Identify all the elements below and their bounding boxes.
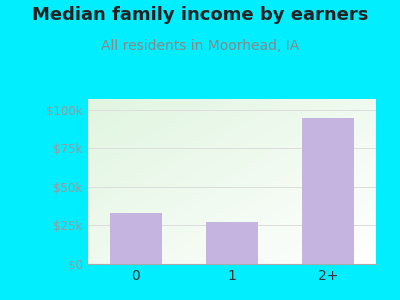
Bar bbox=[302, 118, 354, 264]
Text: All residents in Moorhead, IA: All residents in Moorhead, IA bbox=[101, 39, 299, 53]
Bar bbox=[110, 213, 162, 264]
Bar bbox=[206, 222, 258, 264]
Text: Median family income by earners: Median family income by earners bbox=[32, 6, 368, 24]
